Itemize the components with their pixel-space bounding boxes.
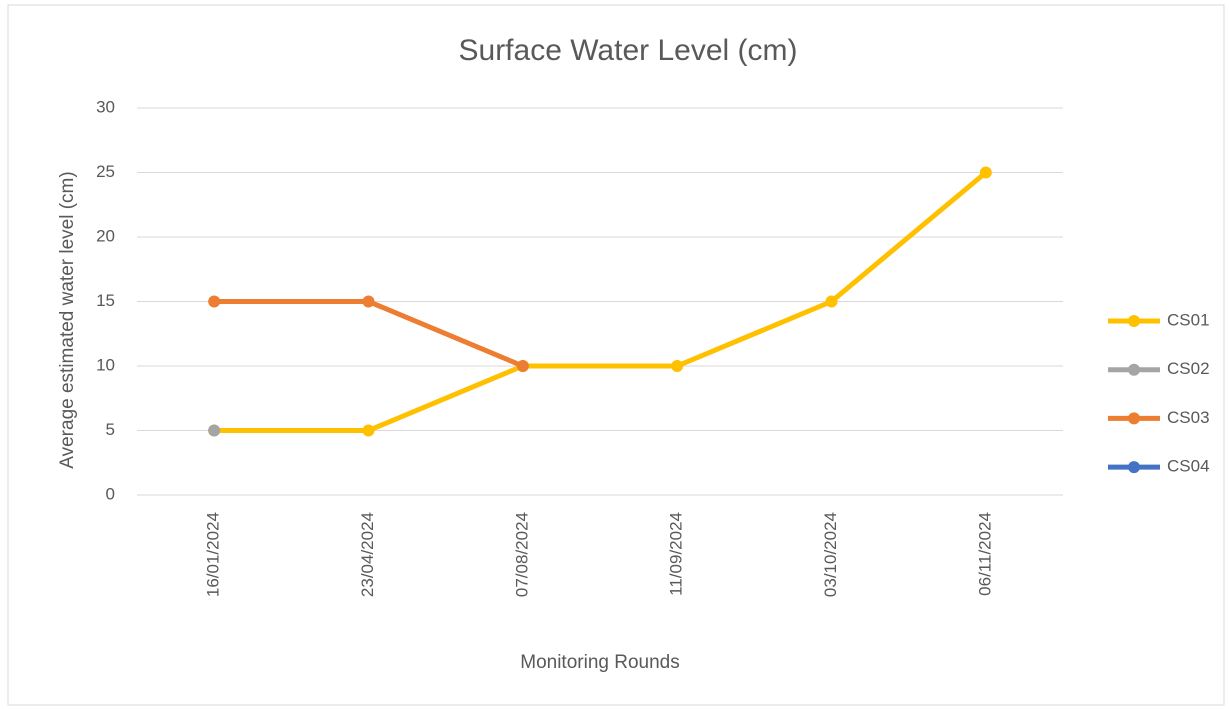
legend-marker	[1128, 412, 1140, 425]
legend-marker	[1128, 315, 1140, 327]
x-tick-label: 06/11/2024	[975, 512, 994, 596]
series-line	[214, 170, 988, 433]
data-point	[208, 295, 221, 308]
data-point	[516, 360, 529, 372]
x-tick-label: 23/04/2024	[358, 512, 377, 597]
legend-marker	[1128, 461, 1140, 474]
legend-label: CS02	[1167, 359, 1210, 378]
x-axis-label: Monitoring Rounds	[520, 652, 679, 673]
legend-marker	[1128, 363, 1140, 376]
y-axis-label: Average estimated water level (cm)	[57, 171, 78, 468]
y-tick-label: 10	[96, 355, 115, 374]
y-tick-label: 25	[96, 162, 115, 181]
x-tick-label: 16/01/2024	[204, 512, 223, 597]
y-tick-label: 5	[106, 420, 115, 439]
data-point	[671, 360, 684, 372]
y-tick-label: 0	[106, 484, 115, 503]
data-point	[208, 424, 221, 437]
y-tick-label: 20	[96, 226, 115, 245]
data-point	[825, 295, 838, 308]
y-tick-label: 30	[96, 97, 115, 116]
legend-label: CS01	[1167, 310, 1210, 329]
data-point	[362, 424, 375, 437]
y-tick-label: 15	[96, 291, 115, 310]
x-tick-label: 03/10/2024	[821, 512, 840, 597]
legend-label: CS04	[1167, 457, 1210, 476]
data-point	[979, 166, 992, 179]
x-tick-label: 11/09/2024	[667, 512, 686, 596]
x-tick-label: 07/08/2024	[512, 512, 531, 597]
data-point	[362, 295, 375, 308]
legend-label: CS03	[1167, 408, 1210, 427]
chart-border	[7, 4, 1225, 706]
chart-title: Surface Water Level (cm)	[459, 34, 798, 67]
